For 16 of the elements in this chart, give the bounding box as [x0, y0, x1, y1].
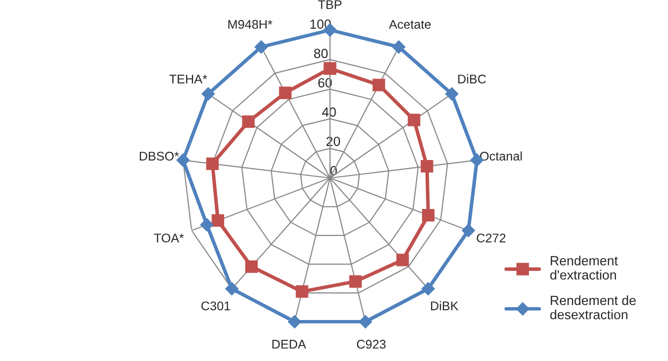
spoke-label: C272 — [476, 234, 506, 242]
spoke-label: C301 — [201, 301, 230, 310]
spoke-label: Acetate — [388, 20, 431, 29]
y-tick-label: 80 — [314, 48, 328, 58]
spoke-label: TOA* — [154, 234, 184, 242]
spoke-label: DEDA — [272, 340, 306, 349]
legend-label: Rendement de desextraction — [550, 295, 636, 320]
spoke-label: DiBC — [458, 74, 486, 84]
legend-label: Rendement d'extraction — [550, 256, 618, 280]
spoke-label: DiBK — [431, 301, 458, 310]
spoke-label: TBP — [318, 0, 342, 9]
spoke-label: M948H* — [228, 20, 272, 29]
spoke-label: C923 — [356, 340, 386, 349]
spoke-label: Octanal — [480, 151, 522, 161]
spoke-label: TEHA* — [169, 74, 208, 84]
spoke-label: DBSO* — [140, 152, 179, 161]
